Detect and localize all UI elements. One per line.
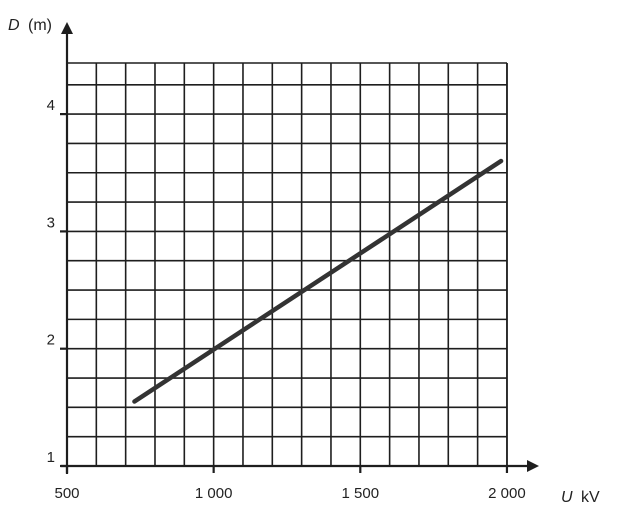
x-axis-variable: U — [561, 489, 573, 506]
x-axis-label: U kV — [561, 489, 600, 506]
y-tick-label: 2 — [47, 332, 55, 349]
y-axis-unit: (m) — [28, 17, 52, 34]
x-tick-label: 1 000 — [195, 485, 233, 502]
series-line — [132, 158, 504, 404]
series — [132, 158, 504, 404]
y-axis-variable: D — [8, 17, 20, 34]
x-tick-label: 500 — [54, 485, 79, 502]
x-axis-arrow-icon — [527, 460, 539, 472]
y-tick-label: 4 — [47, 97, 55, 114]
y-tick-label: 1 — [47, 449, 55, 466]
y-axis-label: D (m) — [8, 17, 52, 34]
x-tick-label: 1 500 — [342, 485, 380, 502]
grid — [66, 62, 508, 467]
x-tick-label: 2 000 — [488, 485, 526, 502]
axes — [61, 22, 539, 474]
y-axis-arrow-icon — [61, 22, 73, 34]
x-axis-unit: kV — [581, 489, 600, 506]
y-tick-label: 3 — [47, 214, 55, 231]
tick-labels: 500 1 000 1 500 2 000 1 2 3 4 — [47, 97, 526, 502]
